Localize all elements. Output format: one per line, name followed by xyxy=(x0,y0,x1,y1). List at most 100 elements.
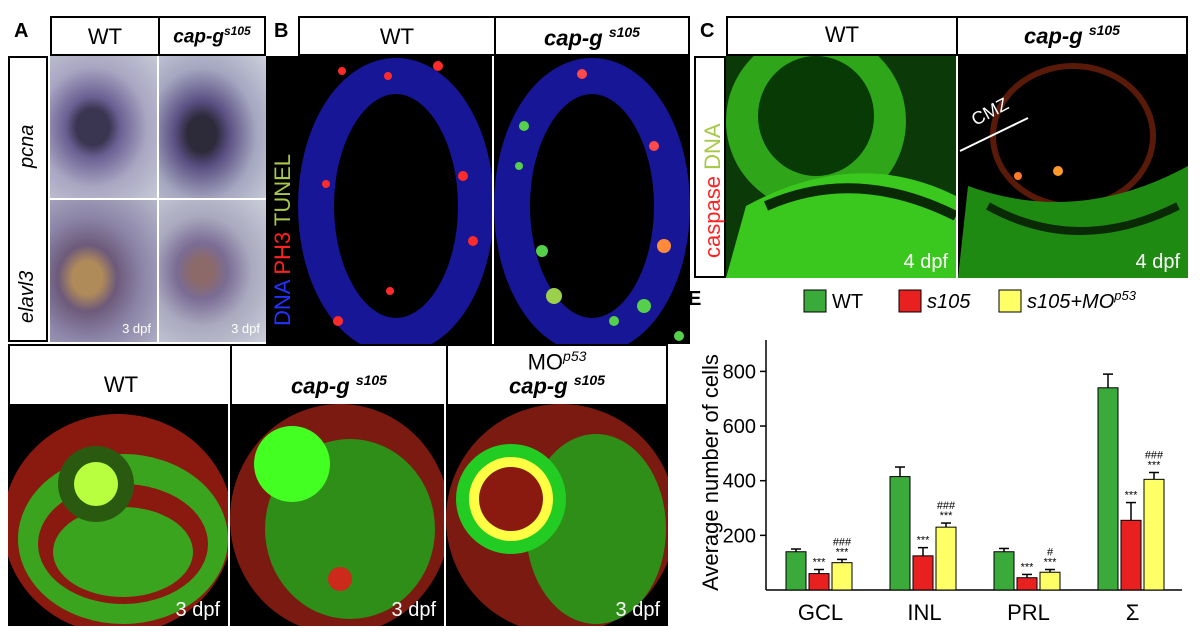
significance-mark: ### xyxy=(937,500,956,512)
significance-mark: *** xyxy=(1148,460,1162,472)
panel-d-dpf-2: 3 dpf xyxy=(391,599,436,621)
panel-b: B WT cap-g s105 DNA PH3 TUNEL xyxy=(266,12,690,344)
significance-mark: *** xyxy=(1125,490,1139,502)
panel-d-wt-drawing xyxy=(8,404,228,626)
panel-d: D WT cap-g s105 MOp53 cap-g s105 3 dpf xyxy=(8,344,668,626)
elavl3-wt-image: 3 dpf xyxy=(50,200,157,342)
panel-c-wt-drawing xyxy=(726,56,956,278)
significance-mark: ### xyxy=(1145,450,1164,462)
panel-d-mo-base: MO xyxy=(527,349,564,375)
panel-c-dpf-1: 4 dpf xyxy=(903,251,948,273)
significance-mark: *** xyxy=(940,510,954,522)
panel-d-dpf-3: 3 dpf xyxy=(615,599,660,621)
legend-swatch xyxy=(803,289,827,313)
y-tick-label: 200 xyxy=(723,525,756,547)
panel-c-mut-image: CMZ 4 dpf xyxy=(958,56,1188,278)
panel-b-header: WT cap-g s105 xyxy=(298,16,690,56)
panel-a-label: A xyxy=(14,20,29,42)
panel-c-label: C xyxy=(700,20,715,42)
panel-c-mut-base: cap-g xyxy=(1024,23,1089,49)
panel-c-mut-drawing xyxy=(958,56,1188,278)
panel-a-mut-sup: s105 xyxy=(223,24,251,38)
panel-b-label: B xyxy=(274,20,289,42)
pcna-mut-image xyxy=(159,56,266,198)
panel-a-mut-header: cap-gs105 xyxy=(160,24,264,48)
panel-b-stain-text: DNA PH3 TUNEL xyxy=(270,154,296,326)
legend-swatch xyxy=(898,289,922,313)
elavl3-mut-image: 3 dpf xyxy=(159,200,266,342)
bar xyxy=(831,562,853,591)
panel-d-divider-img-1 xyxy=(228,404,230,626)
panel-b-mut-drawing xyxy=(494,58,690,344)
panel-d-divider-1 xyxy=(230,346,232,406)
bar xyxy=(993,551,1015,591)
significance-mark: *** xyxy=(1044,557,1058,569)
x-category-label: PRL xyxy=(1007,600,1050,625)
panel-a-mut-base: cap-g xyxy=(173,26,224,48)
bar xyxy=(808,573,830,591)
panel-e-label: E xyxy=(688,288,702,310)
panel-a-wt-header: WT xyxy=(87,24,123,49)
panel-d-mut2-base: cap-g xyxy=(509,373,574,399)
panel-d-mut-base: cap-g xyxy=(291,373,356,399)
bar xyxy=(785,551,807,591)
pcna-label: pcna xyxy=(16,124,38,168)
bar xyxy=(1097,387,1119,591)
panel-c-mut-header: cap-g s105 xyxy=(958,22,1186,49)
panel-c: C WT cap-g s105 caspase DNA 4 dpf xyxy=(694,12,1188,278)
bar xyxy=(1143,478,1165,591)
bar xyxy=(889,476,911,591)
stain-tunel: TUNEL xyxy=(270,153,295,227)
panel-d-divider-2 xyxy=(446,346,448,406)
panel-d-mut-header: cap-g s105 xyxy=(232,372,446,399)
panel-d-mut-sup: s105 xyxy=(355,372,387,388)
panel-c-wt-header: WT xyxy=(824,22,860,47)
panel-c-header: WT cap-g s105 xyxy=(726,16,1188,56)
significance-mark: *** xyxy=(917,535,931,547)
panel-d-mo-drawing xyxy=(446,404,668,626)
pcna-wt-image xyxy=(50,56,157,198)
panel-d-mo-sup: p53 xyxy=(563,348,587,364)
bar xyxy=(935,526,957,591)
legend-label: WT xyxy=(832,291,863,313)
panel-d-wt-header: WT xyxy=(103,372,139,397)
legend-label: s105 xyxy=(927,291,971,313)
panel-b-mut-image xyxy=(494,56,690,344)
y-tick-label: 800 xyxy=(723,361,756,383)
panel-b-mut-base: cap-g xyxy=(544,25,609,51)
bar xyxy=(912,555,934,591)
panel-d-dpf-1: 3 dpf xyxy=(175,599,220,621)
panel-d-header: WT cap-g s105 MOp53 cap-g s105 xyxy=(8,344,668,406)
panel-d-mut-image: 3 dpf xyxy=(230,404,444,626)
panel-d-mut2-sup: s105 xyxy=(573,372,605,388)
y-tick-label: 400 xyxy=(723,471,756,493)
panel-c-divider-img xyxy=(956,56,958,278)
legend-swatch xyxy=(998,289,1022,313)
panel-b-mut-sup: s105 xyxy=(608,24,640,40)
panel-d-mo-header: MOp53 xyxy=(448,348,666,375)
panel-c-wt-image: 4 dpf xyxy=(726,56,956,278)
panel-b-divider xyxy=(494,18,496,54)
significance-mark: ### xyxy=(833,536,852,548)
panel-c-stain-text: caspase DNA xyxy=(700,123,726,258)
stain-ph3: PH3 xyxy=(270,231,295,275)
panel-b-mut-header: cap-g s105 xyxy=(496,24,688,51)
bar xyxy=(1039,571,1061,591)
panel-a-dpf-1: 3 dpf xyxy=(122,321,151,336)
x-category-label: INL xyxy=(907,600,941,625)
elavl3-label: elavl3 xyxy=(16,270,38,323)
panel-b-stain-label: DNA PH3 TUNEL xyxy=(266,56,298,344)
stain-dna: DNA xyxy=(270,280,295,326)
panel-d-mo-image: 3 dpf xyxy=(446,404,668,626)
panel-b-divider-img xyxy=(492,56,494,344)
panel-c-stain-label: caspase DNA xyxy=(694,56,726,278)
panel-b-wt-header: WT xyxy=(379,24,415,49)
panel-a-divider xyxy=(158,18,160,54)
significance-mark: *** xyxy=(813,557,827,569)
panel-d-wt-image: 3 dpf xyxy=(8,404,228,626)
panel-e: E 200 400 600 800 Average number of cells WT s… xyxy=(672,280,1192,630)
stain-dna-c: DNA xyxy=(700,123,725,170)
panel-b-wt-image xyxy=(298,56,492,344)
y-tick-label: 600 xyxy=(723,416,756,438)
panel-c-mut-sup: s105 xyxy=(1088,22,1120,38)
